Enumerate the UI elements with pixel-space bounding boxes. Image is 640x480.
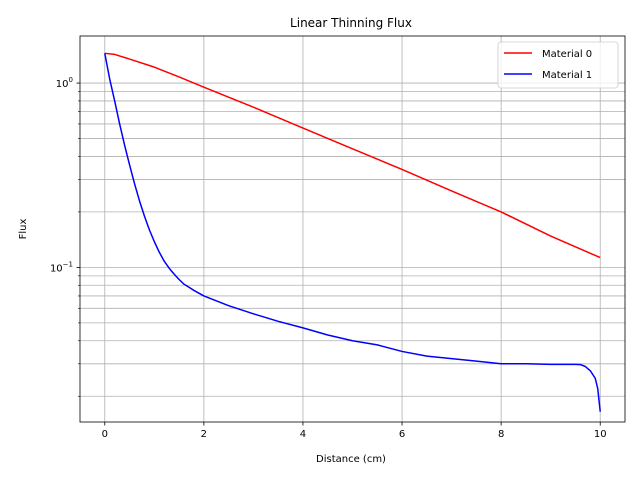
- x-axis-title: Distance (cm): [316, 454, 386, 465]
- x-axis-ticks: 0 2 4 6 8 10: [102, 422, 607, 440]
- x-tick-label: 6: [399, 429, 405, 440]
- plot-frame: [79, 35, 626, 423]
- series-line-material-1: [104, 53, 601, 412]
- y-tick-label-base: 10: [50, 263, 63, 274]
- x-tick-label: 8: [498, 429, 504, 440]
- x-tick-label: 10: [594, 429, 607, 440]
- y-tick-label: 10−1: [50, 260, 73, 274]
- legend-label-material-0: Material 0: [542, 49, 592, 60]
- y-tick-label-base: 10: [56, 79, 69, 90]
- legend-label-material-1: Material 1: [542, 70, 592, 81]
- x-tick-label: 4: [300, 429, 306, 440]
- grid-lines: [80, 36, 625, 422]
- y-tick-label: 100: [56, 76, 73, 90]
- x-tick-label: 0: [102, 429, 108, 440]
- y-tick-label-exponent: 0: [69, 76, 73, 84]
- y-axis-title: Flux: [18, 219, 29, 240]
- legend: Material 0 Material 1: [497, 41, 619, 89]
- series-line-material-0: [104, 52, 601, 259]
- plot-area-lines: [104, 52, 601, 412]
- x-tick-label: 2: [201, 429, 207, 440]
- chart-title: Linear Thinning Flux: [290, 16, 412, 30]
- y-tick-label-exponent: −1: [63, 260, 73, 268]
